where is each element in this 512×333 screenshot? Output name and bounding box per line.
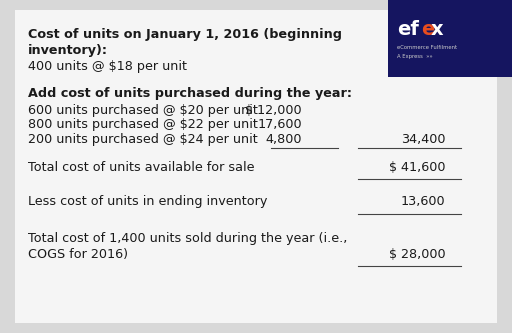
Text: eCommerce Fulfilment: eCommerce Fulfilment (397, 45, 457, 50)
Text: Total cost of units available for sale: Total cost of units available for sale (28, 161, 254, 174)
Text: ef: ef (397, 20, 419, 39)
Text: 34,400: 34,400 (401, 133, 445, 146)
Bar (388, 0, 512, 77)
Text: 17,600: 17,600 (258, 118, 302, 132)
Text: x: x (431, 20, 444, 39)
Text: $ 12,000: $ 12,000 (245, 104, 302, 117)
Text: $  7,200: $ 7,200 (393, 60, 445, 73)
Text: 13,600: 13,600 (401, 195, 445, 208)
Text: 800 units purchased @ $22 per unit: 800 units purchased @ $22 per unit (28, 118, 258, 132)
Text: Add cost of units purchased during the year:: Add cost of units purchased during the y… (28, 87, 352, 101)
Text: COGS for 2016): COGS for 2016) (28, 247, 128, 261)
Text: 4,800: 4,800 (266, 133, 302, 146)
Text: Cost of units on January 1, 2016 (beginning: Cost of units on January 1, 2016 (beginn… (28, 28, 342, 42)
Text: 200 units purchased @ $24 per unit: 200 units purchased @ $24 per unit (28, 133, 258, 146)
Text: Less cost of units in ending inventory: Less cost of units in ending inventory (28, 195, 268, 208)
Text: $ 28,000: $ 28,000 (389, 247, 445, 261)
Text: A Express  »»: A Express »» (397, 54, 433, 59)
Text: 400 units @ $18 per unit: 400 units @ $18 per unit (28, 60, 187, 73)
Text: e: e (421, 20, 434, 39)
Text: 600 units purchased @ $20 per unit: 600 units purchased @ $20 per unit (28, 104, 258, 117)
Text: Total cost of 1,400 units sold during the year (i.e.,: Total cost of 1,400 units sold during th… (28, 231, 348, 245)
Text: $ 41,600: $ 41,600 (389, 161, 445, 174)
Text: inventory):: inventory): (28, 44, 108, 57)
